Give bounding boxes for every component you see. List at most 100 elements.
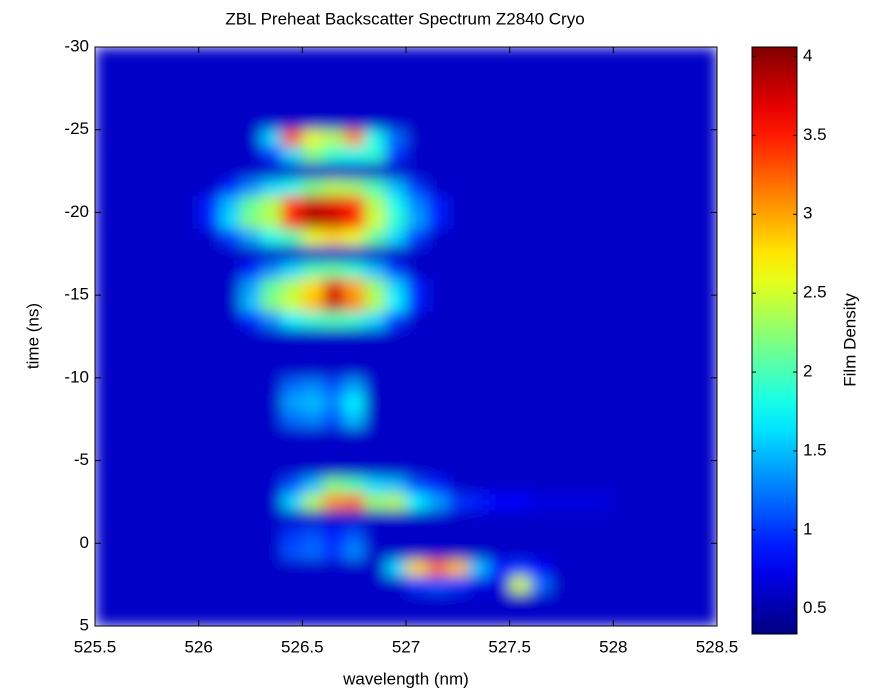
heat-cell	[364, 477, 386, 495]
heat-cell	[302, 328, 324, 346]
heat-cell	[696, 410, 717, 428]
heat-cell	[240, 113, 262, 131]
heat-cell	[530, 179, 552, 197]
heat-cell	[426, 47, 448, 65]
heat-cell	[219, 129, 241, 147]
heat-cell	[260, 245, 283, 263]
heat-cell	[675, 262, 697, 280]
heat-cell	[634, 543, 656, 561]
heat-cell	[468, 510, 490, 528]
heat-cell	[343, 394, 366, 412]
heat-cell	[426, 444, 448, 462]
heat-cell	[364, 311, 386, 329]
heat-cell	[592, 63, 614, 81]
heat-cell	[177, 162, 200, 180]
heat-cell	[219, 344, 241, 362]
heat-cell	[95, 47, 117, 65]
heat-cell	[654, 212, 677, 230]
heat-cell	[696, 427, 717, 445]
heat-cell	[488, 96, 511, 114]
heat-cell	[302, 113, 324, 131]
heat-cell	[634, 576, 656, 594]
heat-cell	[551, 410, 573, 428]
heat-cell	[323, 245, 345, 263]
heat-cell	[696, 377, 717, 395]
heat-cell	[219, 444, 241, 462]
heat-cell	[281, 526, 303, 544]
heat-cell	[571, 592, 594, 610]
heat-cell	[157, 262, 179, 280]
heat-cell	[530, 543, 552, 561]
heat-cell	[95, 460, 117, 478]
heat-cell	[696, 543, 717, 561]
heat-cell	[406, 460, 428, 478]
heat-cell	[115, 162, 137, 180]
heat-cell	[571, 295, 594, 313]
heat-cell	[115, 543, 137, 561]
heat-cell	[634, 113, 656, 131]
heat-cell	[468, 262, 490, 280]
heat-cell	[488, 460, 511, 478]
heat-cell	[509, 162, 531, 180]
heat-cell	[115, 228, 137, 247]
x-tick-label: 526	[184, 637, 212, 656]
heat-cell	[198, 460, 220, 478]
heat-cell	[696, 146, 717, 164]
heat-cell	[177, 295, 200, 313]
y-tick-label: -30	[64, 36, 89, 55]
heat-cell	[509, 427, 531, 445]
heat-cell	[323, 444, 345, 462]
heat-cell	[219, 47, 241, 65]
x-tick-label: 527	[392, 637, 420, 656]
heat-cell	[447, 477, 469, 495]
heat-cell	[468, 543, 490, 561]
heat-cell	[364, 576, 386, 594]
heat-cell	[260, 427, 283, 445]
heat-cell	[240, 427, 262, 445]
heat-cell	[364, 129, 386, 147]
heat-cell	[634, 444, 656, 462]
heat-cell	[136, 262, 158, 280]
heat-cell	[592, 129, 614, 147]
heat-cell	[509, 278, 531, 296]
heat-cell	[551, 543, 573, 561]
heat-cell	[177, 212, 200, 230]
y-axis-label: time (ns)	[23, 303, 42, 369]
heat-cell	[136, 609, 158, 626]
heat-cell	[634, 295, 656, 313]
heat-cell	[343, 361, 366, 379]
heat-cell	[592, 96, 614, 114]
heat-cell	[260, 212, 283, 230]
colorbar-tick-label: 2.5	[803, 283, 827, 302]
heat-cell	[95, 361, 117, 379]
heat-cell	[488, 47, 511, 65]
heat-cell	[364, 410, 386, 428]
heat-cell	[654, 377, 677, 395]
heat-cell	[323, 179, 345, 197]
heat-cell	[675, 278, 697, 296]
heat-cell	[136, 444, 158, 462]
heat-cell	[343, 609, 366, 626]
heat-cell	[426, 493, 448, 511]
heat-cell	[240, 576, 262, 594]
heat-cell	[509, 80, 531, 98]
heat-cell	[115, 212, 137, 230]
heat-cell	[634, 592, 656, 610]
heat-cell	[447, 410, 469, 428]
heat-cell	[343, 559, 366, 577]
heat-cell	[302, 262, 324, 280]
heat-cell	[302, 444, 324, 462]
heat-cell	[136, 63, 158, 81]
heat-cell	[654, 427, 677, 445]
heat-cell	[530, 592, 552, 610]
heat-cell	[406, 212, 428, 230]
colorbar-label: Film Density	[840, 293, 859, 387]
heat-cell	[592, 328, 614, 346]
heat-cell	[696, 80, 717, 98]
heat-cell	[177, 410, 200, 428]
heat-cell	[426, 427, 448, 445]
heat-cell	[302, 278, 324, 296]
heat-cell	[654, 493, 677, 511]
heat-cell	[115, 377, 137, 395]
heat-cell	[468, 460, 490, 478]
